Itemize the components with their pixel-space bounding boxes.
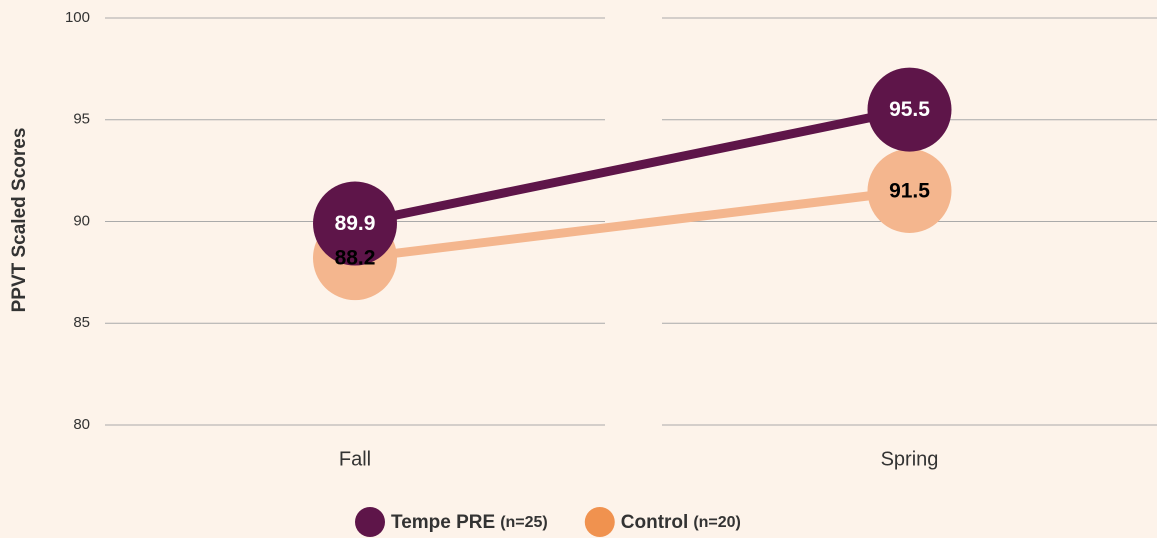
legend-label: Tempe PRE (n=25): [391, 512, 548, 533]
legend-marker: [355, 507, 385, 537]
legend-name: Control: [621, 512, 689, 533]
point-marker: [313, 181, 397, 266]
y-tick-label: 85: [73, 314, 90, 331]
legend-name: Tempe PRE: [391, 512, 495, 533]
y-tick-label: 80: [73, 416, 90, 433]
y-tick-label: 90: [73, 212, 90, 229]
data-label: 91.5: [889, 180, 930, 203]
legend-note: (n=25): [500, 514, 548, 531]
y-tick-label: 95: [73, 111, 90, 128]
data-label: 88.2: [335, 247, 376, 270]
y-axis-label: PPVT Scaled Scores: [9, 128, 30, 313]
series-line: [354, 105, 911, 228]
legend-note: (n=20): [693, 514, 741, 531]
y-tick-label: 100: [65, 9, 90, 26]
point-marker: [867, 67, 952, 152]
x-tick-label: Spring: [881, 448, 939, 470]
series-line: [354, 186, 911, 263]
x-tick-label: Fall: [339, 448, 371, 470]
legend-label: Control (n=20): [621, 512, 741, 533]
data-label: 89.9: [335, 212, 376, 235]
point-marker: [867, 148, 952, 233]
legend-marker: [584, 507, 615, 537]
data-label: 95.5: [889, 98, 930, 121]
